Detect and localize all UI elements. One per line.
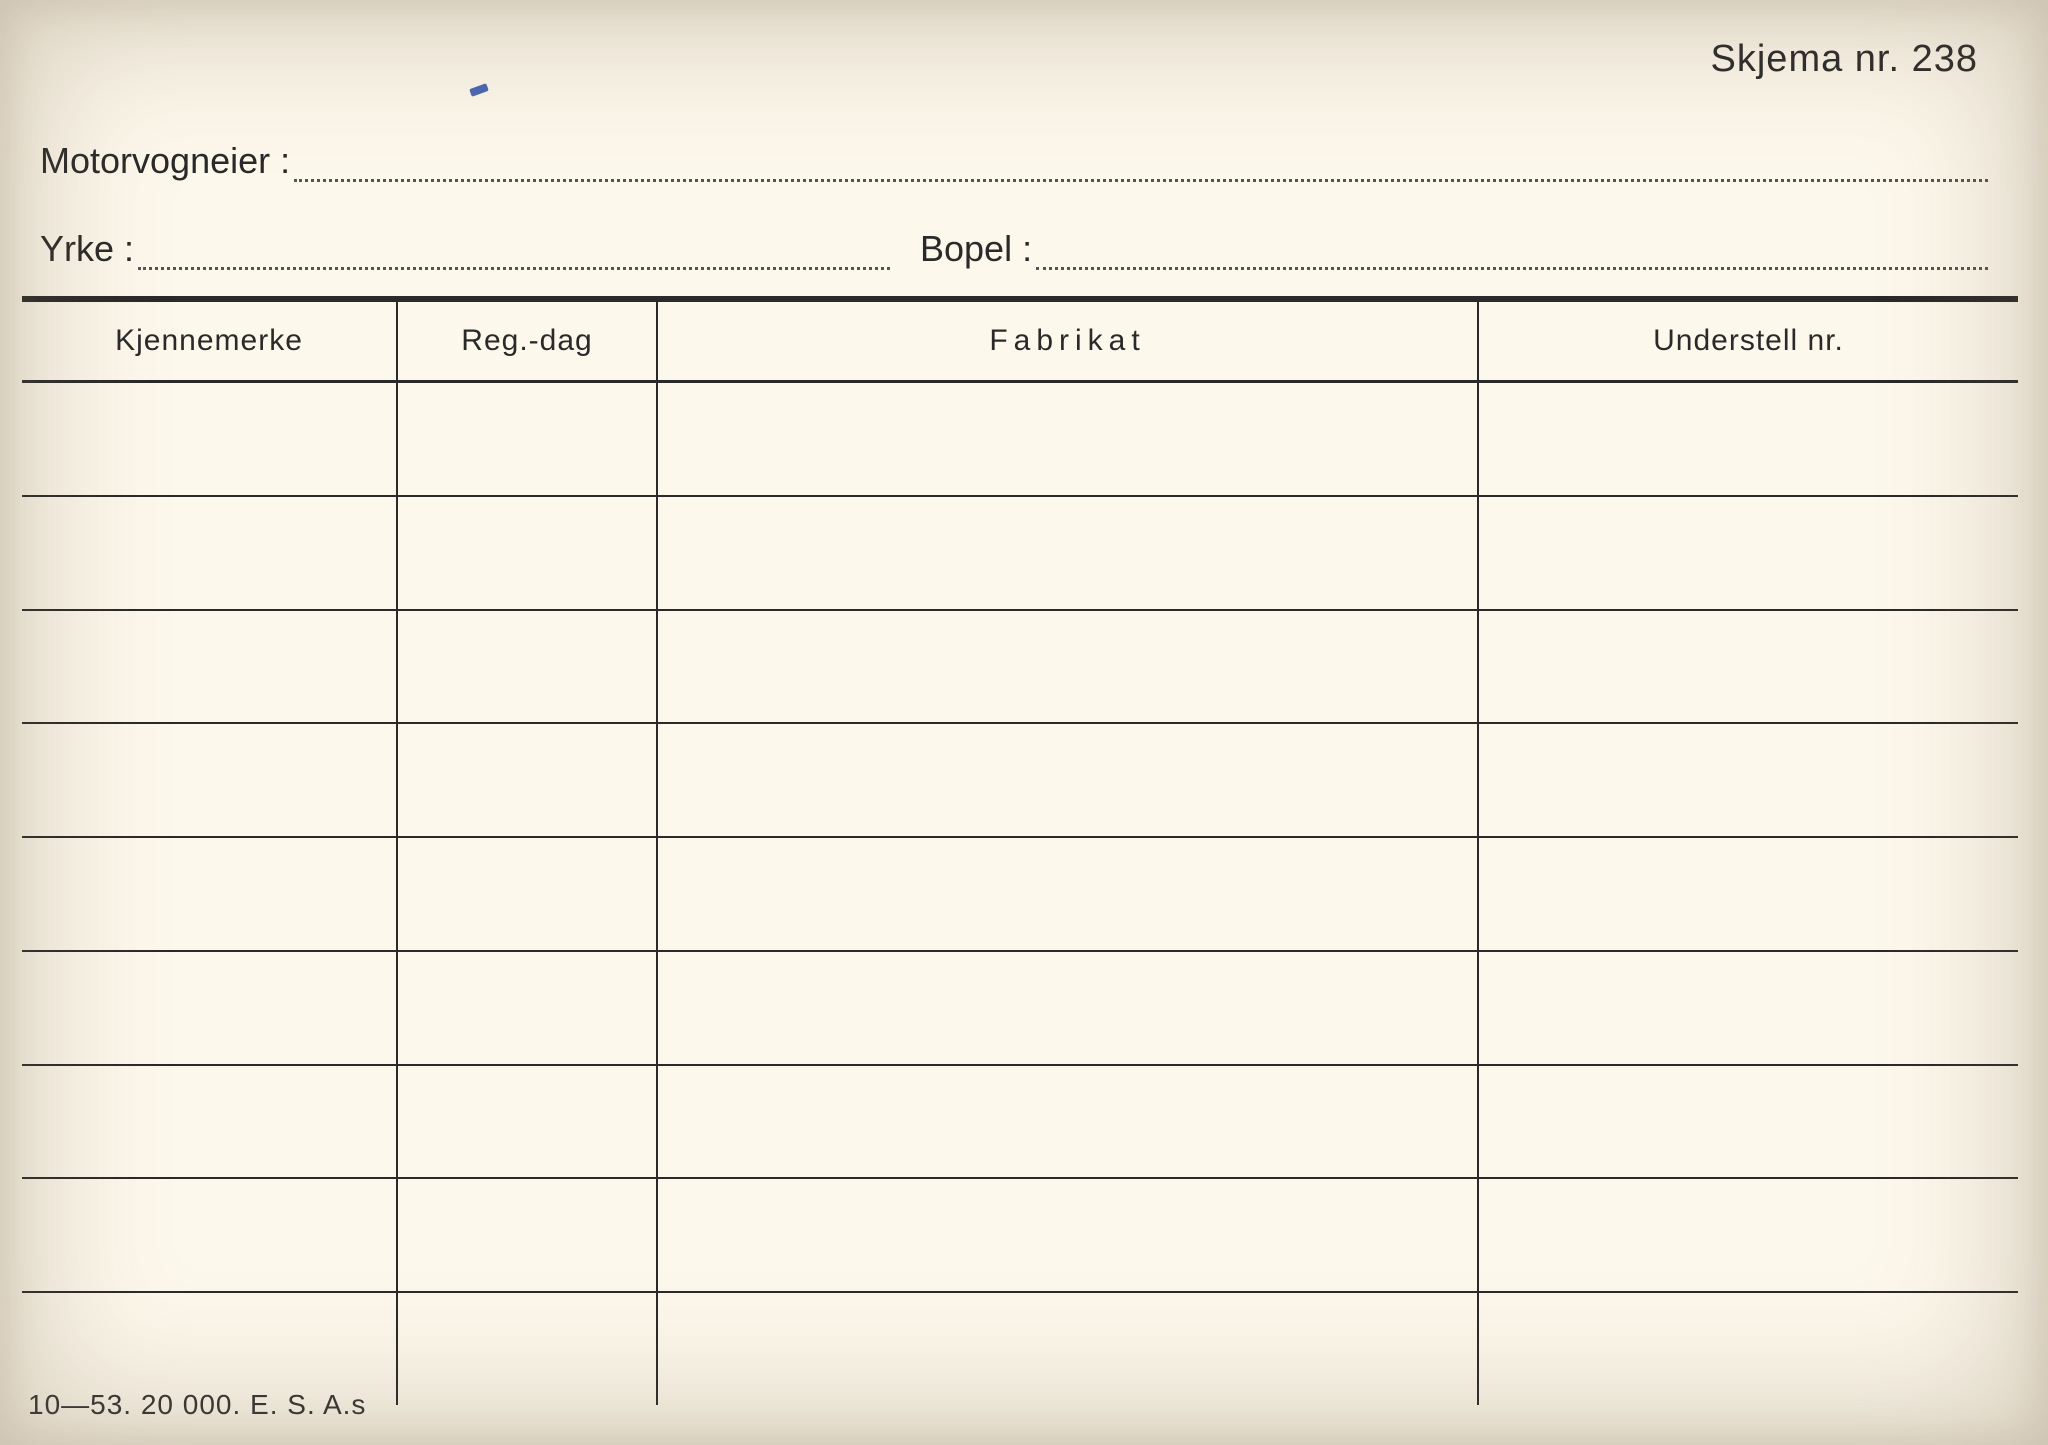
field-row-owner: Motorvogneier : (40, 140, 1988, 182)
cell-fabrikat[interactable] (657, 382, 1478, 496)
cell-reg-dag[interactable] (397, 723, 657, 837)
cell-understell[interactable] (1478, 1292, 2018, 1405)
input-line-yrke[interactable] (138, 247, 890, 270)
table-row (22, 951, 2018, 1065)
input-line-motorvogneier[interactable] (294, 159, 1988, 182)
cell-fabrikat[interactable] (657, 1178, 1478, 1292)
cell-kjennemerke[interactable] (22, 837, 397, 951)
stray-ink-mark (469, 83, 489, 97)
form-number: Skjema nr. 238 (1711, 38, 1978, 81)
label-bopel: Bopel : (920, 228, 1036, 270)
label-motorvogneier: Motorvogneier : (40, 140, 294, 182)
col-header-understell-nr: Understell nr. (1478, 302, 2018, 382)
cell-understell[interactable] (1478, 837, 2018, 951)
field-row-yrke-bopel: Yrke : Bopel : (40, 228, 1988, 270)
col-header-reg-dag: Reg.-dag (397, 302, 657, 382)
cell-understell[interactable] (1478, 1178, 2018, 1292)
registration-table: Kjennemerke Reg.-dag Fabrikat Understell… (22, 302, 2018, 1405)
cell-fabrikat[interactable] (657, 837, 1478, 951)
cell-reg-dag[interactable] (397, 1292, 657, 1405)
cell-kjennemerke[interactable] (22, 382, 397, 496)
table-row (22, 1065, 2018, 1179)
printer-imprint: 10—53. 20 000. E. S. A.s (28, 1389, 366, 1421)
registration-table-wrapper: Kjennemerke Reg.-dag Fabrikat Understell… (22, 296, 2018, 1405)
table-row (22, 610, 2018, 724)
cell-fabrikat[interactable] (657, 610, 1478, 724)
cell-understell[interactable] (1478, 951, 2018, 1065)
input-line-bopel[interactable] (1036, 247, 1988, 270)
cell-kjennemerke[interactable] (22, 610, 397, 724)
field-motorvogneier: Motorvogneier : (40, 140, 1988, 182)
cell-fabrikat[interactable] (657, 1065, 1478, 1179)
cell-fabrikat[interactable] (657, 951, 1478, 1065)
cell-understell[interactable] (1478, 1065, 2018, 1179)
table-body (22, 382, 2018, 1406)
table-row (22, 837, 2018, 951)
cell-fabrikat[interactable] (657, 496, 1478, 610)
field-yrke: Yrke : (40, 228, 890, 270)
col-header-fabrikat: Fabrikat (657, 302, 1478, 382)
cell-reg-dag[interactable] (397, 496, 657, 610)
form-card: Skjema nr. 238 Motorvogneier : Yrke : Bo… (0, 0, 2048, 1445)
cell-fabrikat[interactable] (657, 1292, 1478, 1405)
field-bopel: Bopel : (920, 228, 1988, 270)
cell-kjennemerke[interactable] (22, 1065, 397, 1179)
cell-fabrikat[interactable] (657, 723, 1478, 837)
cell-reg-dag[interactable] (397, 382, 657, 496)
cell-kjennemerke[interactable] (22, 951, 397, 1065)
cell-kjennemerke[interactable] (22, 496, 397, 610)
cell-reg-dag[interactable] (397, 1178, 657, 1292)
cell-understell[interactable] (1478, 382, 2018, 496)
cell-reg-dag[interactable] (397, 951, 657, 1065)
cell-kjennemerke[interactable] (22, 1178, 397, 1292)
cell-reg-dag[interactable] (397, 837, 657, 951)
col-header-kjennemerke: Kjennemerke (22, 302, 397, 382)
cell-reg-dag[interactable] (397, 1065, 657, 1179)
label-yrke: Yrke : (40, 228, 138, 270)
cell-reg-dag[interactable] (397, 610, 657, 724)
table-row (22, 1178, 2018, 1292)
cell-understell[interactable] (1478, 610, 2018, 724)
table-row (22, 723, 2018, 837)
cell-understell[interactable] (1478, 496, 2018, 610)
cell-understell[interactable] (1478, 723, 2018, 837)
cell-kjennemerke[interactable] (22, 723, 397, 837)
table-row (22, 382, 2018, 496)
table-header-row: Kjennemerke Reg.-dag Fabrikat Understell… (22, 302, 2018, 382)
table-row (22, 496, 2018, 610)
